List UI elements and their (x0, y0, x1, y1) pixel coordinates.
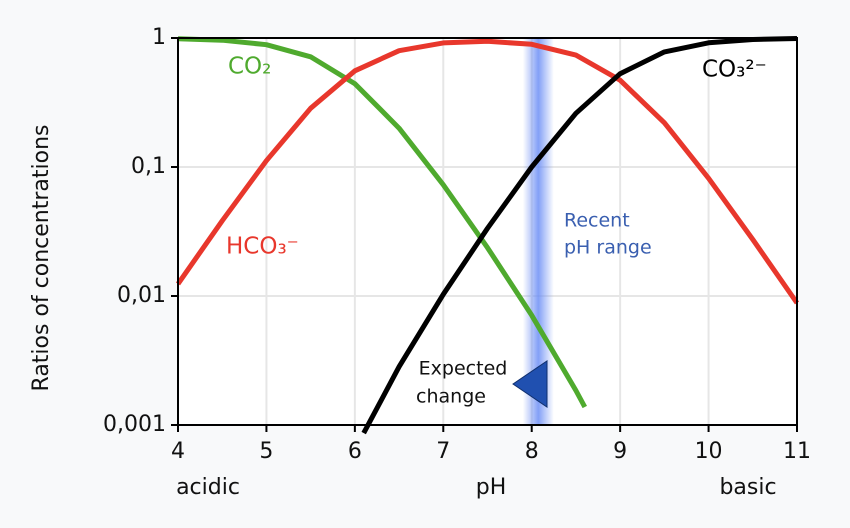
y-axis-label: Ratios of concentrations (29, 125, 54, 392)
arrow (512, 360, 548, 408)
x-tick-label: 11 (783, 439, 811, 464)
plot-frame (177, 37, 798, 426)
highlight-label: Recent (564, 210, 630, 232)
legend-label: CO₂ (228, 54, 271, 80)
legend-label: CO₃²⁻ (702, 57, 767, 83)
y-tick-label: 1 (152, 25, 166, 50)
highlight-label: pH range (564, 237, 652, 259)
annotation: Expected (419, 358, 508, 380)
series-line (177, 36, 588, 409)
x-tick-label: 4 (171, 439, 185, 464)
y-tick-label: 0,1 (131, 154, 166, 179)
x-axis-label: acidic (176, 475, 240, 500)
x-axis-label: pH (476, 475, 507, 500)
y-tick-label: 0,001 (103, 412, 166, 437)
annotation: change (416, 386, 486, 408)
highlight-band (522, 38, 554, 425)
x-tick-label: 6 (348, 439, 362, 464)
x-tick-label: 9 (613, 439, 627, 464)
series-line (361, 36, 798, 435)
x-tick-label: 5 (259, 439, 273, 464)
x-tick-label: 10 (695, 439, 723, 464)
x-axis-label: basic (719, 475, 776, 500)
x-tick-label: 7 (436, 439, 450, 464)
y-tick-label: 0,01 (117, 283, 166, 308)
legend-label: HCO₃⁻ (226, 234, 299, 260)
series-line (175, 38, 800, 305)
x-tick-label: 8 (525, 439, 539, 464)
